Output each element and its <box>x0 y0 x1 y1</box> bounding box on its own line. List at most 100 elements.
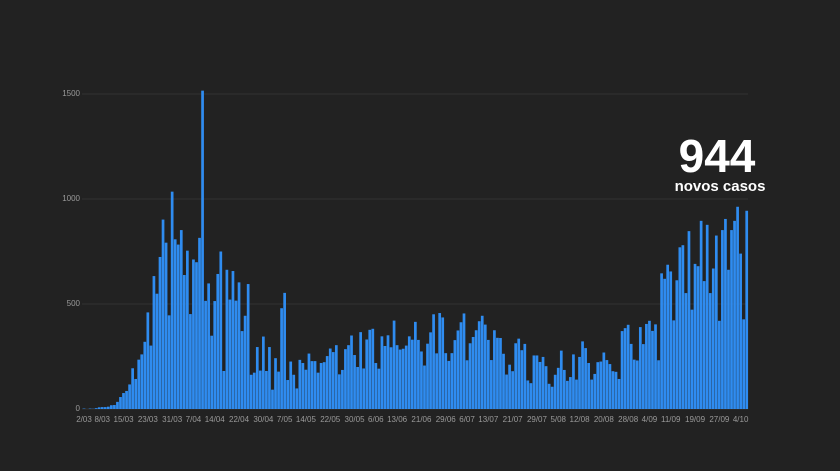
bar <box>176 244 180 409</box>
bar <box>462 313 466 409</box>
bar <box>532 355 536 409</box>
bars <box>82 90 749 409</box>
x-tick-label: 5/08 <box>550 415 566 424</box>
bar <box>654 324 657 409</box>
bar <box>693 263 697 409</box>
x-tick-label: 13/06 <box>387 415 408 424</box>
bar <box>687 231 691 409</box>
bar <box>380 336 384 409</box>
bar <box>708 293 712 409</box>
x-tick-label: 21/06 <box>411 415 432 424</box>
x-tick-label: 13/07 <box>478 415 499 424</box>
bar <box>274 358 277 409</box>
bar <box>207 283 210 409</box>
bar <box>739 253 742 409</box>
bar <box>593 373 597 409</box>
bar <box>161 219 165 409</box>
bar <box>368 329 372 409</box>
bar <box>432 314 435 409</box>
bar <box>584 348 587 409</box>
bar <box>471 336 475 409</box>
bar <box>277 371 280 409</box>
bar <box>638 327 642 409</box>
bar <box>730 230 733 409</box>
bar <box>137 359 141 409</box>
bar <box>404 345 408 409</box>
bar <box>480 315 484 409</box>
x-tick-label: 6/07 <box>459 415 475 424</box>
x-tick-label: 14/05 <box>296 415 317 424</box>
bar <box>711 268 715 409</box>
bar <box>119 397 122 409</box>
x-tick-label: 30/04 <box>253 415 274 424</box>
bar <box>116 401 119 409</box>
bar <box>626 324 630 409</box>
bar <box>325 356 329 409</box>
bar <box>745 210 749 409</box>
bar <box>417 339 420 409</box>
bar <box>134 378 138 409</box>
bar <box>210 335 214 409</box>
x-tick-label: 31/03 <box>162 415 183 424</box>
bar <box>262 336 265 409</box>
bar <box>614 371 618 409</box>
bar <box>648 320 651 409</box>
bar <box>623 328 627 409</box>
bar <box>189 314 192 409</box>
x-tick-label: 12/08 <box>570 415 591 424</box>
bar <box>587 363 590 409</box>
bar <box>705 224 709 409</box>
bar <box>338 374 341 409</box>
bar <box>246 284 250 409</box>
bar <box>526 380 530 409</box>
bar <box>499 338 502 409</box>
bar <box>100 407 104 409</box>
x-tick-label: 23/03 <box>138 415 159 424</box>
bar <box>490 360 493 409</box>
bar <box>322 362 326 409</box>
bar <box>556 367 560 409</box>
bar <box>569 377 572 409</box>
bar <box>341 369 344 409</box>
x-tick-label: 30/05 <box>345 415 366 424</box>
bar <box>255 347 259 409</box>
bar <box>265 370 268 409</box>
bar <box>328 348 332 409</box>
bar <box>727 269 730 409</box>
bar <box>453 340 457 409</box>
bar <box>377 368 381 409</box>
bar <box>347 345 350 409</box>
bar <box>669 271 673 409</box>
x-tick-label: 6/06 <box>368 415 384 424</box>
x-tick-label: 7/04 <box>186 415 202 424</box>
y-tick-label: 500 <box>67 299 81 308</box>
bar <box>365 339 369 409</box>
bar <box>122 393 125 409</box>
bar <box>410 339 414 409</box>
y-tick-label: 1000 <box>62 194 80 203</box>
bar <box>143 341 147 409</box>
bar <box>435 353 438 409</box>
x-tick-label: 15/03 <box>114 415 135 424</box>
bar <box>550 386 554 409</box>
bar <box>192 259 195 409</box>
bar <box>517 338 521 409</box>
bar <box>523 343 527 409</box>
y-tick-label: 0 <box>76 404 81 413</box>
y-tick-label: 1500 <box>62 89 80 98</box>
bar <box>201 90 204 409</box>
bar <box>268 347 271 409</box>
bar <box>173 239 177 409</box>
bar <box>228 299 232 409</box>
bar <box>280 308 283 409</box>
bar <box>736 206 739 409</box>
bar <box>304 369 308 409</box>
bar <box>566 380 569 409</box>
bar <box>444 353 448 409</box>
bar <box>544 366 548 409</box>
bar <box>331 352 335 409</box>
bar <box>216 273 220 409</box>
bar <box>660 273 663 409</box>
x-tick-label: 2/03 <box>76 415 92 424</box>
